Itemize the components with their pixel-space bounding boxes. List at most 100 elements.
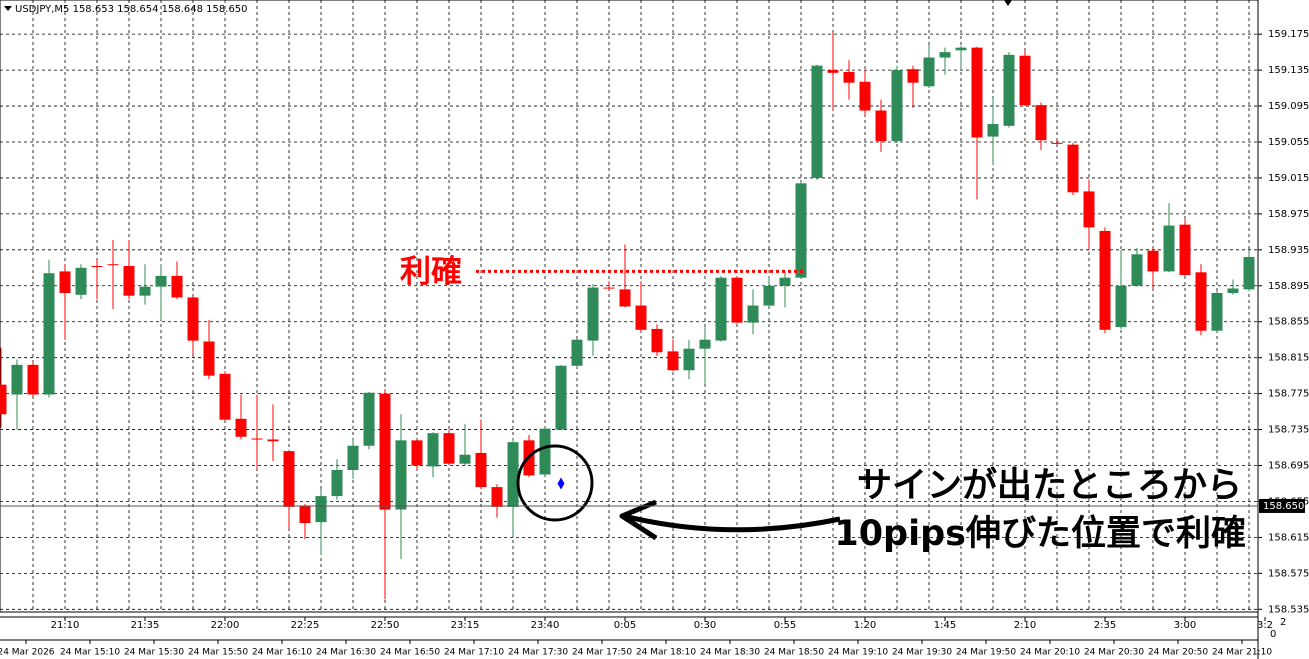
candle-body — [555, 365, 567, 430]
y-tick-label: 158.895 — [1268, 281, 1309, 292]
candle-body — [27, 364, 39, 395]
date-label: 24 Mar 2026 — [0, 648, 55, 658]
candle-body — [1035, 105, 1047, 141]
candle-body — [587, 287, 599, 341]
x-tick-label: 22:00 — [211, 620, 240, 631]
candle-body — [715, 277, 727, 341]
date-label: 24 Mar 16:50 — [380, 648, 440, 658]
arrow-head — [619, 499, 658, 541]
sub-y-tick-label: 0 — [1270, 629, 1276, 640]
sub-y-tick-label: 2 — [1280, 617, 1286, 628]
date-label: 24 Mar 20:10 — [1020, 648, 1080, 658]
date-label: 24 Mar 15:50 — [188, 648, 248, 658]
candle-body — [699, 339, 711, 349]
y-tick-label: 159.055 — [1268, 137, 1309, 148]
date-label: 24 Mar 19:30 — [892, 648, 952, 658]
signal-marker — [557, 477, 565, 490]
candle-body — [91, 266, 103, 268]
x-tick-label: 23:40 — [531, 620, 560, 631]
candle-body — [603, 287, 615, 289]
y-tick-label: 158.535 — [1268, 604, 1309, 615]
x-tick-label: 3:2 — [1257, 620, 1273, 631]
candle-body — [0, 384, 7, 415]
date-label: 24 Mar 20:30 — [1084, 648, 1144, 658]
candle-body — [1051, 142, 1063, 144]
candles — [0, 32, 1255, 600]
candle-body — [811, 65, 823, 178]
candle-body — [1115, 285, 1127, 328]
candle-body — [1243, 257, 1255, 290]
candle-body — [667, 351, 679, 371]
candle-body — [107, 264, 119, 266]
candle-body — [1227, 288, 1239, 293]
note-line: 10pips伸びた位置で利確 — [834, 514, 1246, 554]
candle-body — [187, 297, 199, 341]
candle-body — [1147, 250, 1159, 272]
date-label: 24 Mar 17:50 — [572, 648, 632, 658]
candle-body — [875, 110, 887, 142]
arrow — [623, 513, 841, 533]
note-line: サインが出たところから — [857, 466, 1242, 506]
candle-body — [939, 52, 951, 58]
y-tick-label: 159.095 — [1268, 101, 1309, 112]
candle-body — [971, 47, 983, 138]
y-tick-label: 158.615 — [1268, 532, 1309, 543]
candle-body — [427, 433, 439, 467]
candle-body — [1003, 54, 1015, 126]
candle-body — [203, 341, 215, 376]
x-tick-label: 23:15 — [451, 620, 480, 631]
candle-body — [779, 277, 791, 286]
candle-body — [731, 277, 743, 323]
shift-marker — [1004, 0, 1012, 6]
candle-body — [859, 81, 871, 111]
y-tick-label: 158.695 — [1268, 461, 1309, 472]
y-tick-label: 158.855 — [1268, 317, 1309, 328]
date-label: 24 Mar 16:10 — [252, 648, 312, 658]
candle-body — [907, 69, 919, 83]
candle-body — [987, 124, 999, 137]
candle-body — [171, 275, 183, 298]
candle-body — [683, 348, 695, 371]
y-tick-label: 159.135 — [1268, 65, 1309, 76]
candle-body — [43, 273, 55, 395]
candle-body — [507, 442, 519, 507]
highlight-circle — [516, 444, 594, 522]
date-label: 24 Mar 17:10 — [444, 648, 504, 658]
x-tick-label: 2:35 — [1094, 620, 1116, 631]
date-label: 24 Mar 18:50 — [764, 648, 824, 658]
last-price-box — [1259, 498, 1305, 513]
y-tick-label: 159.015 — [1268, 173, 1309, 184]
take-profit-label: 利確 — [400, 254, 462, 290]
candle-body — [59, 271, 71, 293]
candle-body — [1195, 272, 1207, 331]
x-tick-label: 22:50 — [371, 620, 400, 631]
candle-body — [219, 373, 231, 420]
candle-body — [955, 47, 967, 51]
candle-body — [1099, 230, 1111, 330]
candle-body — [827, 70, 839, 73]
y-tick-label: 158.735 — [1268, 425, 1309, 436]
candle-body — [155, 275, 167, 287]
x-tick-label: 2:10 — [1014, 620, 1036, 631]
candle-body — [123, 266, 135, 296]
candle-body — [331, 470, 343, 497]
candle-body — [395, 440, 407, 510]
candle-body — [75, 267, 87, 295]
date-label: 24 Mar 19:10 — [828, 648, 888, 658]
x-tick-label: 21:35 — [131, 620, 160, 631]
candle-body — [923, 57, 935, 87]
candle-body — [1067, 144, 1079, 193]
date-label: 24 Mar 19:50 — [956, 648, 1016, 658]
last-price-label: 158.650 — [1263, 501, 1304, 512]
candle-body — [795, 183, 807, 278]
candle-body — [459, 454, 471, 464]
candle-body — [891, 70, 903, 142]
x-tick-label: 21:10 — [51, 620, 80, 631]
x-tick-label: 22:25 — [291, 620, 320, 631]
candle-body — [235, 418, 247, 437]
x-tick-label: 0:55 — [774, 620, 796, 631]
x-tick-label: 1:20 — [854, 620, 876, 631]
candle-body — [843, 71, 855, 83]
candle-body — [475, 452, 487, 488]
